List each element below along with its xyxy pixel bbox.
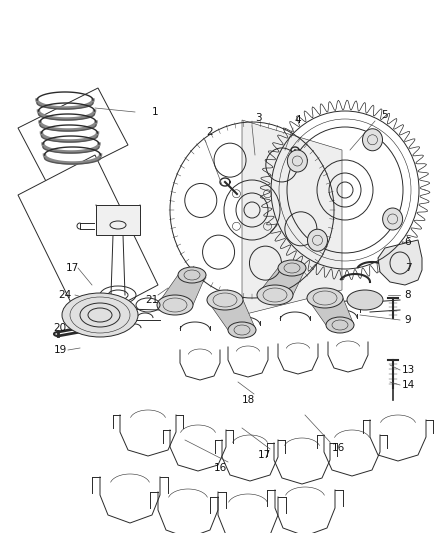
Text: 8: 8: [405, 290, 411, 300]
Text: 16: 16: [213, 463, 226, 473]
Text: 2: 2: [207, 127, 213, 137]
Ellipse shape: [157, 295, 193, 315]
Polygon shape: [18, 88, 128, 185]
Text: 3: 3: [254, 113, 261, 123]
Ellipse shape: [383, 208, 403, 230]
Polygon shape: [307, 298, 354, 325]
Polygon shape: [207, 300, 256, 330]
Text: 19: 19: [53, 345, 67, 355]
Text: 18: 18: [241, 395, 254, 405]
Text: 21: 21: [145, 295, 159, 305]
Ellipse shape: [347, 290, 383, 310]
Polygon shape: [378, 240, 422, 285]
Polygon shape: [157, 275, 206, 305]
Ellipse shape: [307, 288, 343, 308]
Text: 4: 4: [295, 115, 301, 125]
Text: 1: 1: [152, 107, 158, 117]
Text: 17: 17: [258, 450, 271, 460]
Text: 24: 24: [58, 290, 72, 300]
Text: 13: 13: [401, 365, 415, 375]
Text: 5: 5: [381, 110, 389, 120]
Text: 14: 14: [401, 380, 415, 390]
Text: 7: 7: [405, 263, 411, 273]
Ellipse shape: [178, 267, 206, 283]
Ellipse shape: [62, 293, 138, 337]
Ellipse shape: [207, 290, 243, 310]
Ellipse shape: [228, 322, 256, 338]
Text: 20: 20: [53, 323, 67, 333]
Text: 9: 9: [405, 315, 411, 325]
Polygon shape: [242, 120, 342, 315]
Ellipse shape: [363, 129, 382, 151]
Ellipse shape: [287, 150, 307, 172]
Ellipse shape: [307, 229, 328, 251]
Text: 6: 6: [405, 237, 411, 247]
Ellipse shape: [326, 317, 354, 333]
Polygon shape: [257, 268, 306, 295]
Polygon shape: [18, 155, 158, 325]
Ellipse shape: [257, 285, 293, 305]
Polygon shape: [96, 205, 140, 235]
Ellipse shape: [278, 260, 306, 276]
Text: 16: 16: [332, 443, 345, 453]
Text: 17: 17: [65, 263, 79, 273]
